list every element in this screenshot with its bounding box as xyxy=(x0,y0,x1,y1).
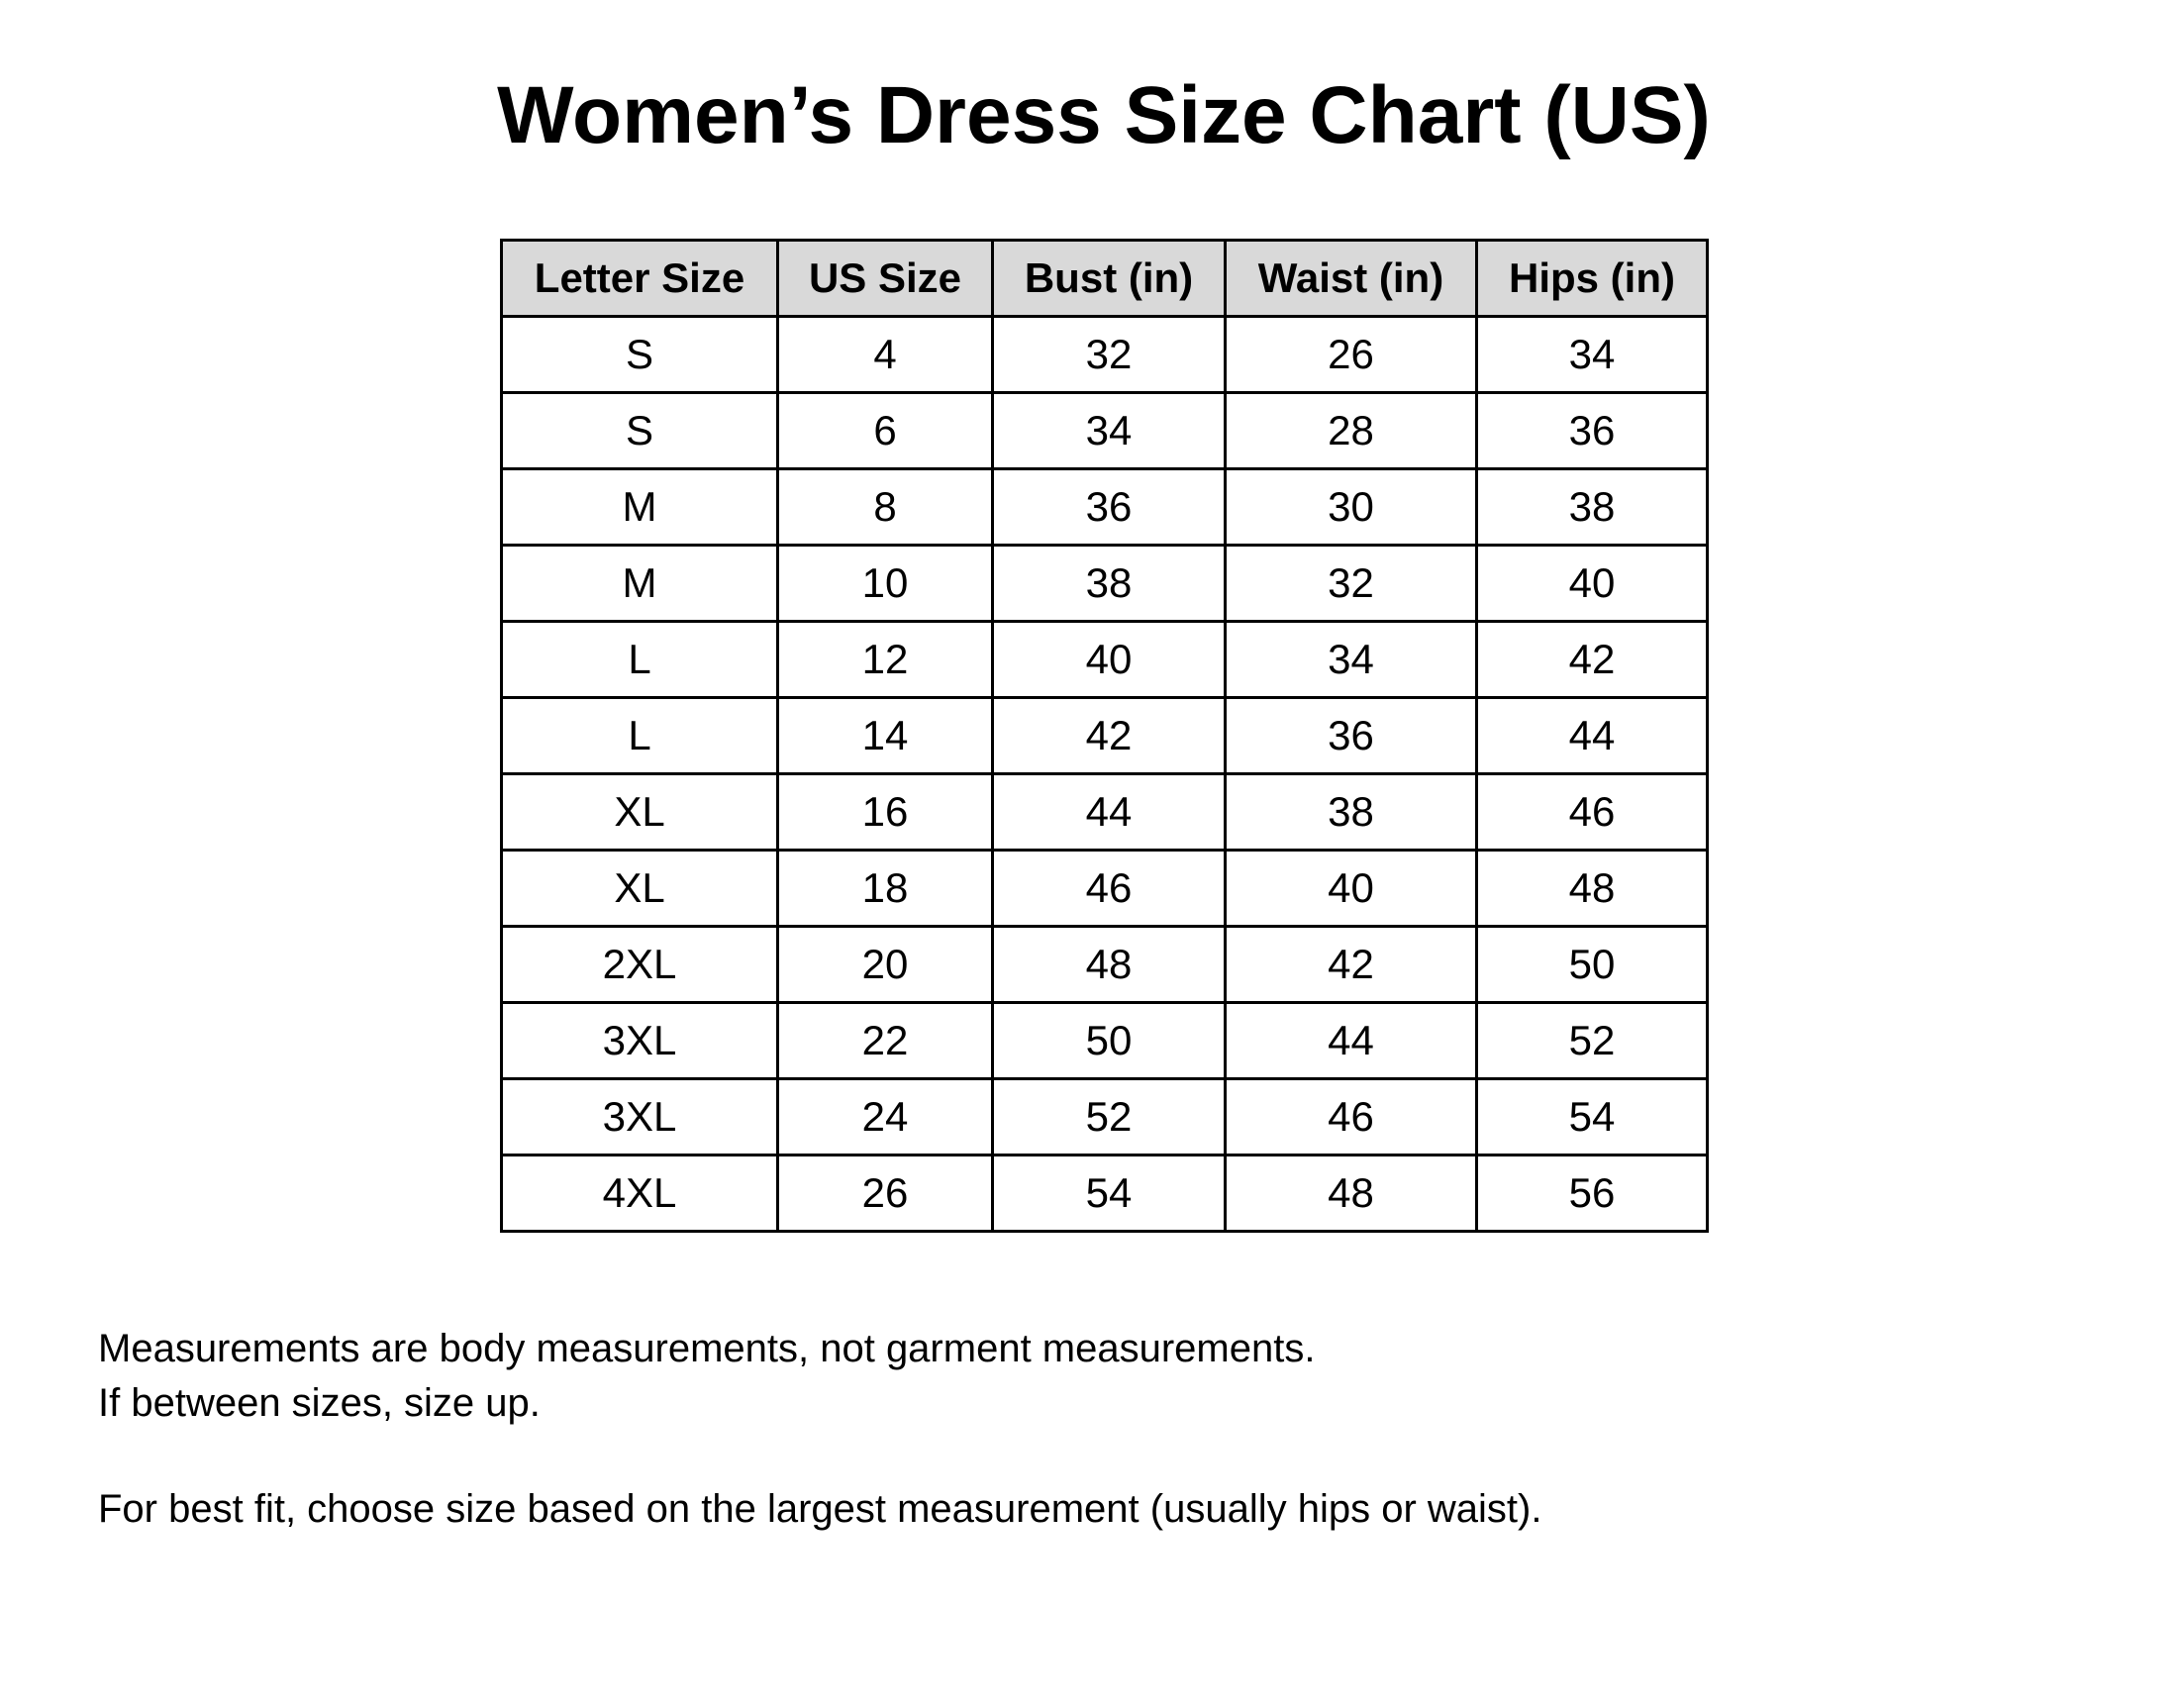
table-cell: 56 xyxy=(1475,1154,1709,1233)
table-cell: M xyxy=(500,544,779,623)
table-cell: 14 xyxy=(776,696,994,775)
table-cell: 10 xyxy=(776,544,994,623)
table-cell: 50 xyxy=(991,1001,1227,1080)
table-cell: 32 xyxy=(991,315,1227,394)
note-body-measurements: Measurements are body measurements, not … xyxy=(98,1327,1316,1370)
table-cell: 22 xyxy=(776,1001,994,1080)
table-cell: 18 xyxy=(776,849,994,928)
table-cell: 38 xyxy=(1224,772,1478,852)
table-cell: 46 xyxy=(1475,772,1709,852)
table-cell: 30 xyxy=(1224,467,1478,547)
table-cell: 16 xyxy=(776,772,994,852)
table-cell: XL xyxy=(500,772,779,852)
table-cell: 46 xyxy=(1224,1077,1478,1156)
table-cell: 34 xyxy=(1475,315,1709,394)
table-cell: 4XL xyxy=(500,1154,779,1233)
table-cell: 48 xyxy=(1224,1154,1478,1233)
column-header: Hips (in) xyxy=(1475,239,1709,318)
table-cell: 54 xyxy=(991,1154,1227,1233)
table-cell: 52 xyxy=(1475,1001,1709,1080)
note-size-up: If between sizes, size up. xyxy=(98,1381,541,1425)
table-cell: 44 xyxy=(991,772,1227,852)
table-cell: S xyxy=(500,391,779,470)
table-cell: 42 xyxy=(1475,620,1709,699)
table-cell: 48 xyxy=(991,925,1227,1004)
table-cell: 42 xyxy=(1224,925,1478,1004)
table-cell: 38 xyxy=(1475,467,1709,547)
table-row: 4XL 26 54 48 56 xyxy=(500,1154,1709,1233)
note-best-fit: For best fit, choose size based on the l… xyxy=(98,1487,1542,1531)
table-row: M 8 36 30 38 xyxy=(500,467,1709,547)
table-row: L 12 40 34 42 xyxy=(500,620,1709,699)
table-cell: 42 xyxy=(991,696,1227,775)
table-row: 2XL 20 48 42 50 xyxy=(500,925,1709,1004)
table-cell: L xyxy=(500,696,779,775)
table-cell: 40 xyxy=(1224,849,1478,928)
table-row: M 10 38 32 40 xyxy=(500,544,1709,623)
table-cell: 3XL xyxy=(500,1001,779,1080)
table-cell: 48 xyxy=(1475,849,1709,928)
table-cell: 3XL xyxy=(500,1077,779,1156)
table-cell: 44 xyxy=(1224,1001,1478,1080)
column-header: Letter Size xyxy=(500,239,779,318)
column-header: Bust (in) xyxy=(991,239,1227,318)
table-cell: 34 xyxy=(991,391,1227,470)
table-cell: 34 xyxy=(1224,620,1478,699)
size-chart-table: Letter Size US Size Bust (in) Waist (in) Hip… xyxy=(500,239,1709,1233)
table-cell: 44 xyxy=(1475,696,1709,775)
table-cell: M xyxy=(500,467,779,547)
table-row: S 4 32 26 34 xyxy=(500,315,1709,394)
table-cell: 8 xyxy=(776,467,994,547)
table-row: 3XL 24 52 46 54 xyxy=(500,1077,1709,1156)
table-cell: 38 xyxy=(991,544,1227,623)
table-cell: 12 xyxy=(776,620,994,699)
table-cell: 40 xyxy=(1475,544,1709,623)
table-cell: 28 xyxy=(1224,391,1478,470)
table-cell: 36 xyxy=(991,467,1227,547)
table-cell: 54 xyxy=(1475,1077,1709,1156)
table-cell: 46 xyxy=(991,849,1227,928)
table-cell: 20 xyxy=(776,925,994,1004)
table-cell: 24 xyxy=(776,1077,994,1156)
table-row: L 14 42 36 44 xyxy=(500,696,1709,775)
table-cell: 26 xyxy=(1224,315,1478,394)
page-title: Women’s Dress Size Chart (US) xyxy=(497,70,1711,160)
table-cell: 6 xyxy=(776,391,994,470)
table-cell: 36 xyxy=(1475,391,1709,470)
table-cell: 32 xyxy=(1224,544,1478,623)
table-cell: 4 xyxy=(776,315,994,394)
table-cell: 2XL xyxy=(500,925,779,1004)
table-header-row: Letter Size US Size Bust (in) Waist (in) Hip… xyxy=(500,239,1709,318)
table-cell: 40 xyxy=(991,620,1227,699)
table-cell: 36 xyxy=(1224,696,1478,775)
column-header: US Size xyxy=(776,239,994,318)
table-cell: 26 xyxy=(776,1154,994,1233)
table-row: S 6 34 28 36 xyxy=(500,391,1709,470)
table-cell: XL xyxy=(500,849,779,928)
table-row: XL 16 44 38 46 xyxy=(500,772,1709,852)
table-row: 3XL 22 50 44 52 xyxy=(500,1001,1709,1080)
table-row: XL 18 46 40 48 xyxy=(500,849,1709,928)
column-header: Waist (in) xyxy=(1224,239,1478,318)
table-cell: 50 xyxy=(1475,925,1709,1004)
table-cell: L xyxy=(500,620,779,699)
table-cell: S xyxy=(500,315,779,394)
table-cell: 52 xyxy=(991,1077,1227,1156)
